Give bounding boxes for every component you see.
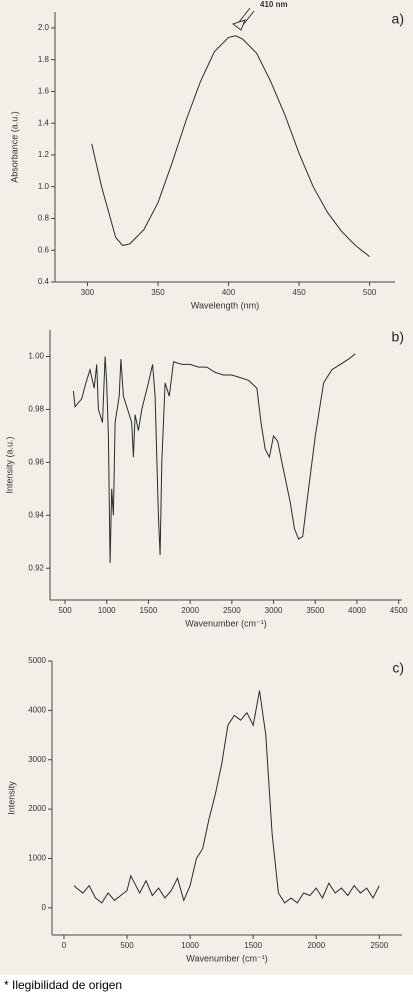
panel-label: c) (392, 660, 404, 676)
y-tick-label: 1.0 (38, 182, 50, 191)
x-tick-label: 2000 (307, 941, 325, 950)
x-tick-label: 500 (363, 288, 377, 297)
x-tick-label: 1500 (140, 606, 158, 615)
x-tick-label: 1500 (244, 941, 262, 950)
x-tick-label: 350 (151, 288, 165, 297)
x-tick-label: 4000 (348, 606, 366, 615)
y-tick-label: 1.8 (38, 55, 50, 64)
y-tick-label: 1.2 (38, 150, 50, 159)
y-axis-title: Absorbance (a.u.) (9, 111, 19, 183)
x-tick-label: 300 (81, 288, 95, 297)
figure-background (0, 0, 413, 975)
x-tick-label: 500 (120, 941, 134, 950)
y-tick-label: 1.4 (38, 118, 50, 127)
y-tick-label: 1.00 (28, 352, 44, 361)
y-tick-label: 5000 (28, 656, 46, 665)
panel-label: a) (392, 11, 404, 27)
x-tick-label: 450 (292, 288, 306, 297)
x-tick-label: 4500 (390, 606, 408, 615)
y-tick-label: 0.6 (38, 245, 50, 254)
x-tick-label: 3000 (265, 606, 283, 615)
y-tick-label: 3000 (28, 755, 46, 764)
y-tick-label: 0.98 (28, 405, 44, 414)
y-tick-label: 0 (42, 903, 47, 912)
annotation: 410 nm (260, 0, 288, 9)
x-tick-label: 500 (58, 606, 72, 615)
x-axis-title: Wavelength (nm) (191, 300, 259, 310)
x-axis-title: Wavenumber (cm⁻¹) (185, 618, 266, 628)
y-tick-label: 0.4 (38, 277, 50, 286)
footnote: * Ilegibilidad de origen (4, 978, 122, 992)
data-line (91, 35, 370, 257)
x-tick-label: 0 (62, 941, 67, 950)
data-line (73, 690, 380, 904)
y-axis-title: Intensity (6, 781, 16, 815)
x-tick-label: 2500 (223, 606, 241, 615)
y-tick-label: 0.94 (28, 510, 44, 519)
y-tick-label: 4000 (28, 705, 46, 714)
panel-label: b) (392, 329, 404, 345)
x-tick-label: 1000 (181, 941, 199, 950)
x-tick-label: 2500 (370, 941, 388, 950)
data-line (72, 353, 356, 563)
y-axis-title: Intensity (a.u.) (4, 436, 14, 493)
y-tick-label: 0.92 (28, 563, 44, 572)
x-tick-label: 1000 (98, 606, 116, 615)
y-tick-label: 0.96 (28, 457, 44, 466)
y-tick-label: 1000 (28, 854, 46, 863)
x-axis-title: Wavenumber (cm⁻¹) (186, 953, 267, 963)
x-tick-label: 3500 (306, 606, 324, 615)
y-tick-label: 2.0 (38, 23, 50, 32)
x-tick-label: 400 (222, 288, 236, 297)
y-tick-label: 2000 (28, 804, 46, 813)
y-tick-label: 1.6 (38, 87, 50, 96)
y-tick-label: 0.8 (38, 214, 50, 223)
annotation-arrow (231, 7, 255, 31)
x-tick-label: 2000 (181, 606, 199, 615)
